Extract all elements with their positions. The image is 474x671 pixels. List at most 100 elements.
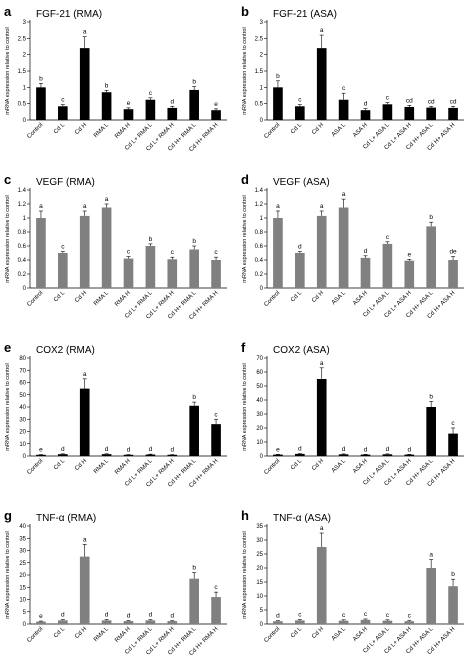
significance-label: a (39, 203, 43, 210)
significance-label: c (214, 249, 218, 256)
bar (295, 620, 305, 624)
x-tick-label: Cd L (290, 290, 304, 304)
bar (101, 207, 112, 288)
significance-label: a (83, 371, 87, 378)
y-tick-label: 80 (19, 356, 26, 362)
y-tick-label: 50 (19, 393, 26, 399)
significance-label: d (127, 613, 131, 620)
y-tick-label: 2 (260, 53, 264, 59)
bar (360, 454, 371, 456)
bar (79, 48, 90, 121)
panel-h: h TNF-α (ASA) mRNA expression relative to … (241, 508, 464, 656)
y-tick-label: 40 (256, 398, 263, 404)
y-tick-label: 5 (260, 608, 264, 614)
y-tick-label: 20 (256, 566, 263, 572)
significance-label: d (61, 612, 65, 619)
y-tick-label: 20 (19, 430, 26, 436)
significance-label: b (192, 79, 196, 86)
y-tick-label: 0 (23, 286, 27, 292)
y-tick-label: 0 (23, 454, 27, 460)
x-tick-label: Control (26, 458, 44, 476)
significance-label: c (451, 420, 455, 427)
y-tick-label: 0.6 (18, 244, 27, 250)
bar (211, 424, 221, 456)
x-tick-label: Cd L (290, 458, 304, 472)
x-tick-label: Control (263, 626, 281, 644)
y-tick-label: 0 (23, 622, 27, 628)
significance-label: c (127, 249, 131, 256)
y-axis-label: mRNA expression relative to control (5, 195, 11, 282)
x-tick-label: Cd H (311, 122, 325, 136)
y-tick-label: 20 (19, 573, 26, 579)
y-tick-label: 3 (260, 20, 264, 26)
bar (382, 454, 393, 456)
y-tick-label: 20 (256, 426, 263, 432)
significance-label: d (364, 248, 368, 255)
significance-label: c (408, 613, 412, 620)
x-tick-label: Cd H (74, 122, 88, 136)
x-tick-label: Control (263, 290, 281, 308)
y-tick-label: 40 (19, 405, 26, 411)
y-axis-label: mRNA expression relative to control (242, 195, 248, 282)
y-tick-label: 1 (260, 216, 264, 222)
y-tick-label: 70 (256, 356, 263, 362)
panel-title: VEGF (RMA) (36, 177, 95, 188)
significance-label: c (364, 611, 368, 618)
significance-label: a (320, 525, 324, 532)
bar (382, 620, 393, 624)
y-tick-label: 15 (256, 580, 263, 586)
bar (58, 620, 68, 624)
bar (167, 621, 178, 624)
bar (58, 454, 68, 456)
panel-f: f COX2 (ASA) mRNA expression relative to c… (241, 340, 464, 488)
y-tick-label: 30 (256, 538, 263, 544)
bar (382, 104, 393, 120)
y-tick-label: 25 (19, 561, 26, 567)
bar (316, 547, 327, 624)
significance-label: cd (428, 98, 435, 105)
significance-label: de (449, 249, 457, 256)
bar (211, 260, 221, 288)
significance-label: d (298, 445, 302, 452)
bar (189, 405, 199, 456)
y-tick-label: 10 (19, 442, 26, 448)
panel-letter: h (241, 508, 249, 523)
bar (36, 218, 46, 288)
bar (404, 621, 415, 624)
bar (123, 621, 134, 624)
bar (338, 454, 349, 456)
panel-letter: b (241, 4, 249, 19)
bar (167, 454, 178, 456)
y-tick-label: 0.2 (18, 272, 27, 278)
y-tick-label: 35 (19, 536, 26, 542)
bar (338, 620, 349, 624)
y-axis-label: mRNA expression relative to control (5, 27, 11, 114)
significance-label: d (276, 613, 280, 620)
y-tick-label: 10 (256, 440, 263, 446)
significance-label: c (214, 584, 218, 591)
x-tick-label: RMA L (93, 458, 110, 475)
bar (404, 454, 415, 456)
significance-label: d (149, 612, 153, 619)
x-tick-label: RMA H (114, 626, 132, 644)
panel-title: FGF-21 (ASA) (273, 9, 337, 20)
y-tick-label: 60 (19, 381, 26, 387)
bar (58, 106, 68, 120)
x-tick-label: Cd H (74, 290, 88, 304)
bar (36, 621, 46, 624)
x-tick-label: Cd H (74, 626, 88, 640)
x-tick-label: RMA H (114, 458, 132, 476)
significance-label: e (214, 101, 218, 108)
panel-letter: g (4, 508, 12, 523)
x-tick-label: Cd L (53, 626, 67, 640)
panel-letter: c (4, 172, 11, 187)
x-tick-label: Cd H (74, 458, 88, 472)
significance-label: a (83, 29, 87, 36)
x-tick-label: Cd H (311, 626, 325, 640)
x-tick-label: RMA L (93, 626, 110, 643)
bar (360, 619, 371, 624)
panel-e: e COX2 (RMA) mRNA expression relative to c… (4, 340, 227, 489)
significance-label: d (127, 447, 131, 454)
significance-label: b (429, 214, 433, 221)
x-tick-label: Control (263, 122, 281, 140)
